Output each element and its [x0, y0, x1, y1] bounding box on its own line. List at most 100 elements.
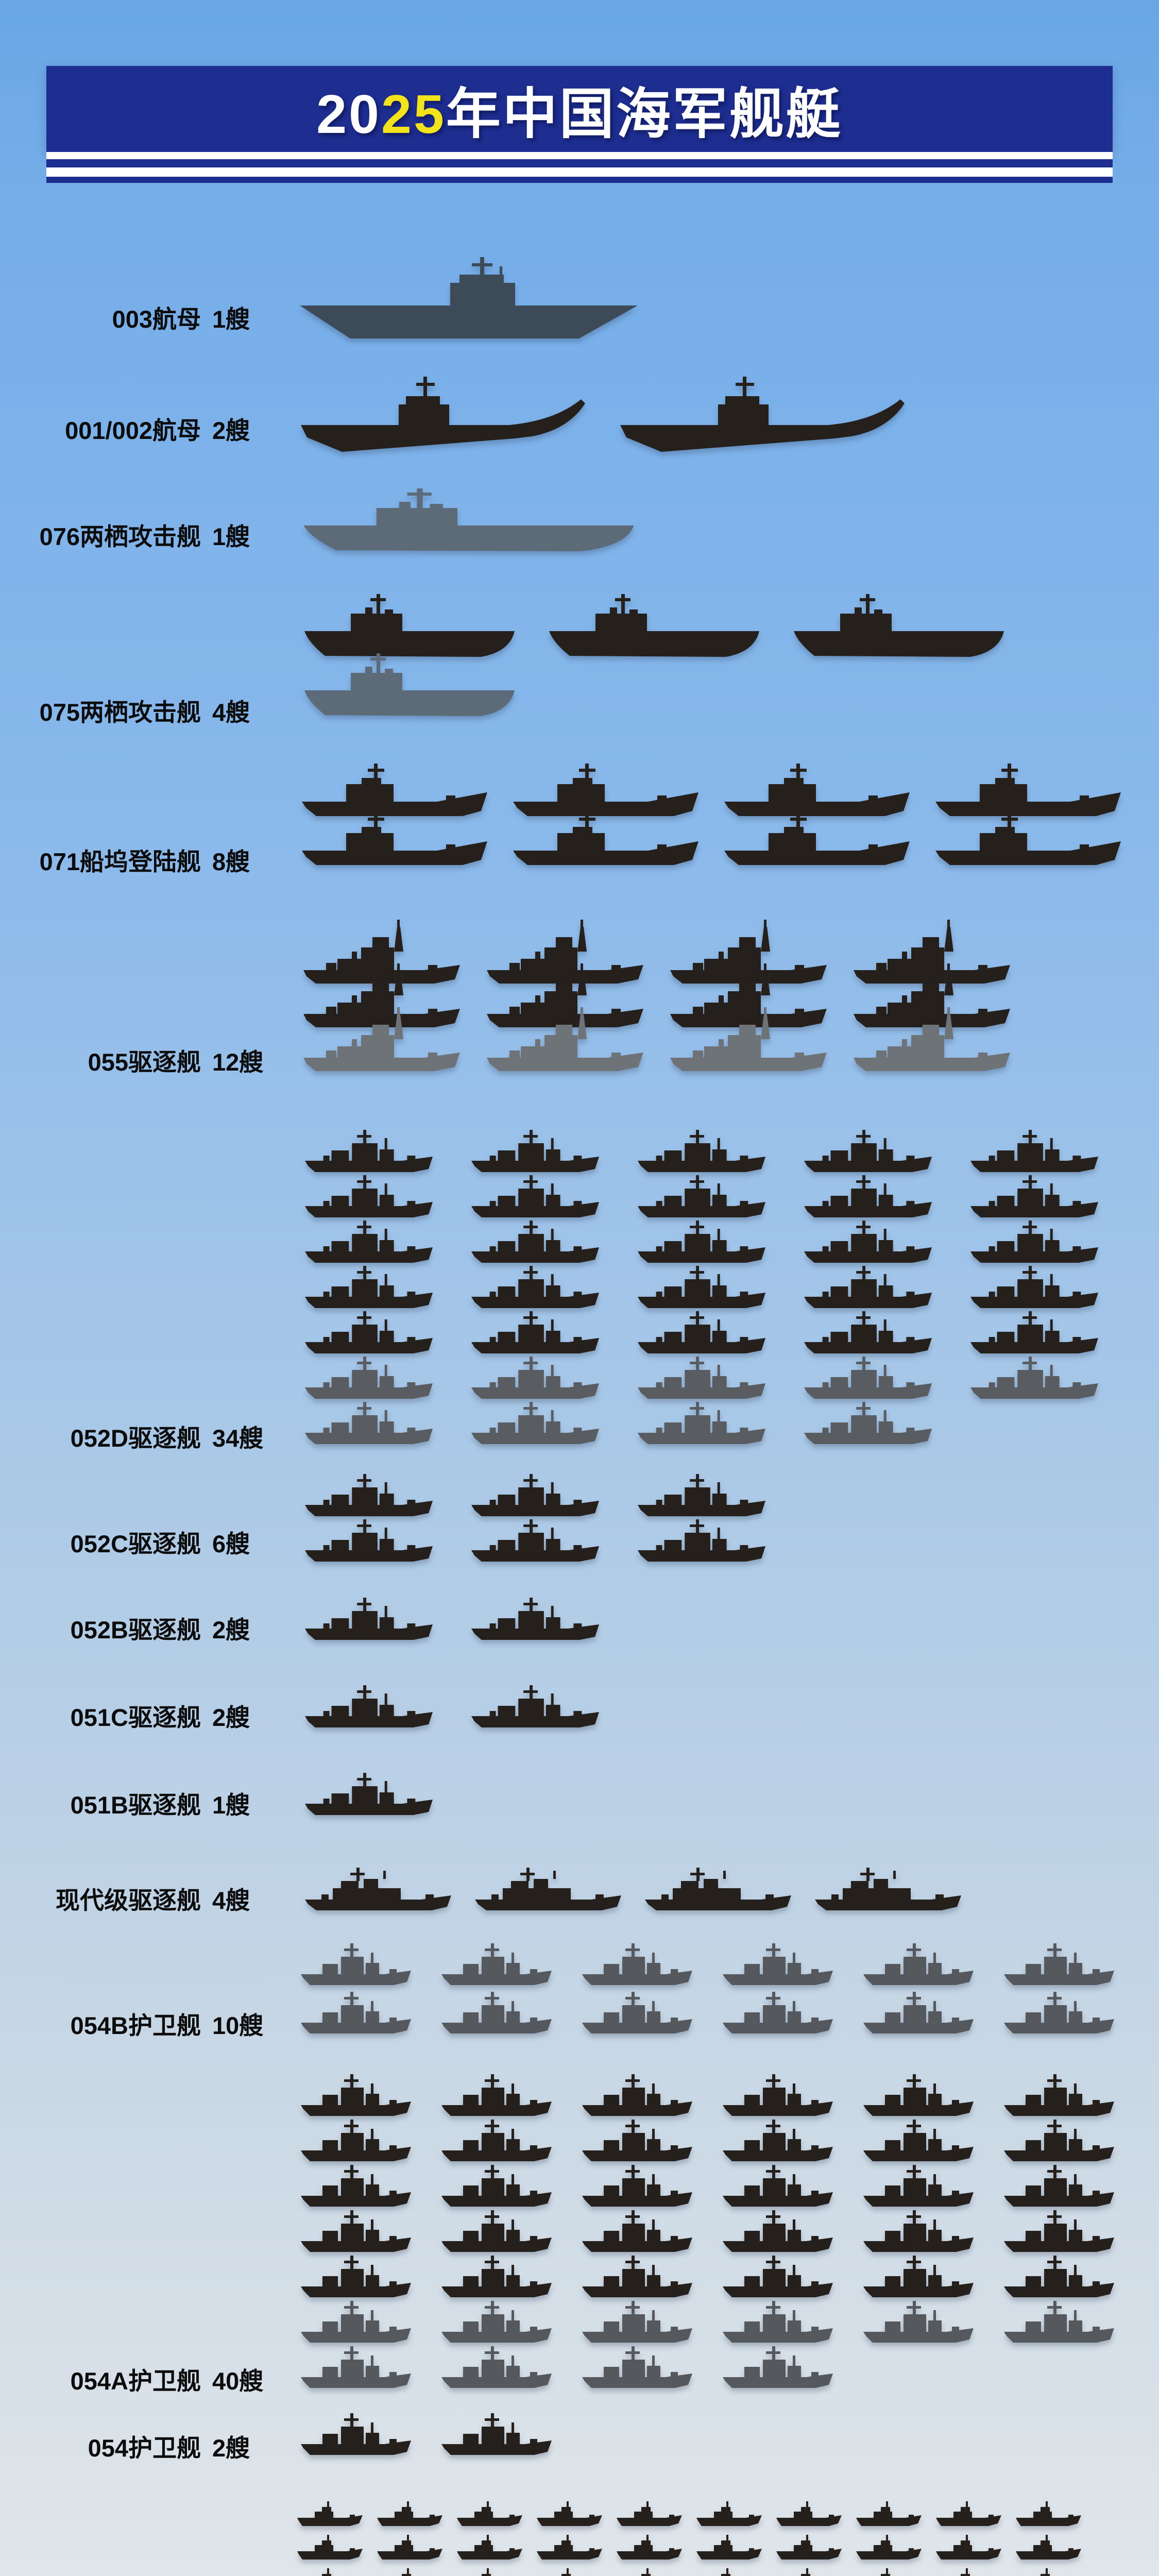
ship-icon-destroyer-052B: [469, 1585, 602, 1647]
class-name: 054A护卫舰: [70, 2367, 201, 2395]
ship-icon-corvette-056: [536, 2532, 604, 2562]
ship-icon-destroyer-055: [485, 1003, 647, 1080]
class-count: 4艘: [212, 699, 250, 726]
page-title: 2025年中国海军舰艇: [316, 83, 843, 145]
class-name: 071船坞登陆舰: [39, 848, 201, 875]
ship-icon-amphibious-assault-075: [301, 650, 518, 727]
ship-icon-landing-platform-dock-071: [721, 807, 914, 877]
ship-icon-corvette-056: [616, 2565, 684, 2576]
ship-icon-corvette-056: [456, 2565, 524, 2576]
class-count: 2艘: [212, 1704, 250, 1731]
ship-icon-frigate-054A: [439, 2335, 554, 2396]
ship-icon-corvette-056: [775, 2498, 843, 2528]
ship-icon-landing-platform-dock-071: [299, 807, 492, 877]
class-name: 076两栖攻击舰: [39, 523, 201, 550]
ship-icon-corvette-056: [1015, 2532, 1083, 2562]
ship-icon-destroyer-sovremenny: [473, 1853, 625, 1918]
class-name: 052C驱逐舰: [70, 1530, 201, 1557]
ship-icon-amphibious-assault-076: [299, 485, 639, 563]
ship-icon-destroyer-052D: [968, 1344, 1101, 1406]
class-name: 054B护卫舰: [70, 2012, 201, 2039]
class-count: 1艘: [212, 523, 250, 550]
class-count: 4艘: [212, 1887, 250, 1914]
class-count: 12艘: [212, 1048, 264, 1076]
ship-icon-destroyer-055: [668, 1003, 830, 1080]
ship-icon-destroyer-051C: [303, 1673, 436, 1735]
ship-icon-corvette-056: [695, 2565, 763, 2576]
ship-icon-destroyer-052D: [802, 1389, 935, 1451]
ship-icon-frigate-054B: [861, 1980, 976, 2041]
ship-icon-destroyer-052D: [469, 1389, 602, 1451]
ship-icon-corvette-056: [536, 2498, 604, 2528]
ship-icon-corvette-056: [935, 2532, 1003, 2562]
class-name: 052D驱逐舰: [70, 1425, 201, 1452]
ship-icon-frigate-054A: [721, 2335, 835, 2396]
ship-icon-frigate-054B: [299, 1980, 413, 2041]
ship-icon-corvette-056: [935, 2498, 1003, 2528]
ship-icon-destroyer-052B: [303, 1585, 436, 1647]
ship-icon-amphibious-assault-075: [791, 591, 1007, 668]
ship-icon-frigate-054A: [299, 2335, 413, 2396]
ship-icon-destroyer-052D: [636, 1389, 769, 1451]
ship-icon-corvette-056: [616, 2498, 684, 2528]
ship-icon-amphibious-assault-075: [546, 591, 762, 668]
ship-icon-corvette-056: [296, 2532, 364, 2562]
banner-stripe-blue-2: [46, 177, 1113, 183]
ship-icon-corvette-056: [456, 2532, 524, 2562]
ship-icon-frigate-054B: [439, 1980, 554, 2041]
class-count: 1艘: [212, 306, 250, 333]
ship-icon-destroyer-sovremenny: [813, 1853, 965, 1918]
banner-stripe-blue-1: [46, 159, 1113, 167]
class-name: 001/002航母: [65, 417, 201, 444]
ship-icon-frigate-054A: [861, 2290, 976, 2350]
ship-icon-corvette-056: [775, 2532, 843, 2562]
class-name: 055驱逐舰: [88, 1048, 201, 1076]
class-count: 40艘: [212, 2367, 264, 2395]
ship-icon-corvette-056: [296, 2498, 364, 2528]
ship-icon-frigate-054: [439, 2402, 554, 2463]
banner-stripe-white-2: [46, 167, 1113, 177]
ship-icon-corvette-056: [296, 2565, 364, 2576]
ship-icon-destroyer-sovremenny: [643, 1853, 795, 1918]
class-count: 2艘: [212, 417, 250, 444]
class-name: 054护卫舰: [88, 2434, 201, 2462]
ship-icon-destroyer-055: [851, 1003, 1014, 1080]
class-count: 10艘: [212, 2012, 264, 2039]
ship-icon-frigate-054A: [1002, 2290, 1116, 2350]
ship-icon-destroyer-sovremenny: [303, 1853, 455, 1918]
ship-icon-corvette-056: [855, 2532, 923, 2562]
class-count: 1艘: [212, 1791, 250, 1819]
ship-icon-corvette-056: [456, 2498, 524, 2528]
ship-icon-destroyer-055: [301, 1003, 464, 1080]
ship-icon-frigate-054B: [580, 1980, 694, 2041]
ship-icon-destroyer-052C: [636, 1507, 769, 1569]
ship-icon-destroyer-051C: [469, 1673, 602, 1735]
ship-icon-corvette-056: [695, 2498, 763, 2528]
ship-icon-destroyer-052C: [469, 1507, 602, 1569]
ship-icon-landing-platform-dock-071: [510, 807, 703, 877]
class-count: 2艘: [212, 1616, 250, 1643]
class-name: 075两栖攻击舰: [39, 699, 201, 726]
ship-icon-corvette-056: [695, 2532, 763, 2562]
ship-icon-corvette-056: [855, 2498, 923, 2528]
ship-icon-aircraft-carrier-001-002: [299, 369, 587, 454]
class-count: 34艘: [212, 1425, 264, 1452]
class-name: 003航母: [112, 306, 201, 333]
ship-icon-destroyer-052D: [303, 1389, 436, 1451]
banner-stripe-white-1: [46, 152, 1113, 159]
ship-icon-frigate-054A: [580, 2335, 694, 2396]
ship-icon-corvette-056: [376, 2532, 444, 2562]
class-name: 现代级驱逐舰: [56, 1887, 201, 1914]
title-banner: 2025年中国海军舰艇: [46, 66, 1113, 152]
ship-icon-aircraft-carrier-003: [299, 251, 639, 341]
ship-icon-corvette-056: [616, 2532, 684, 2562]
ship-icon-frigate-054: [299, 2402, 413, 2463]
ship-icon-corvette-056: [536, 2565, 604, 2576]
ship-icon-destroyer-052C: [303, 1507, 436, 1569]
ship-icon-frigate-054B: [1002, 1980, 1116, 2041]
ship-icon-corvette-056: [376, 2565, 444, 2576]
ship-icon-corvette-056: [775, 2565, 843, 2576]
class-count: 6艘: [212, 1530, 250, 1557]
ship-icon-corvette-056: [935, 2565, 1003, 2576]
